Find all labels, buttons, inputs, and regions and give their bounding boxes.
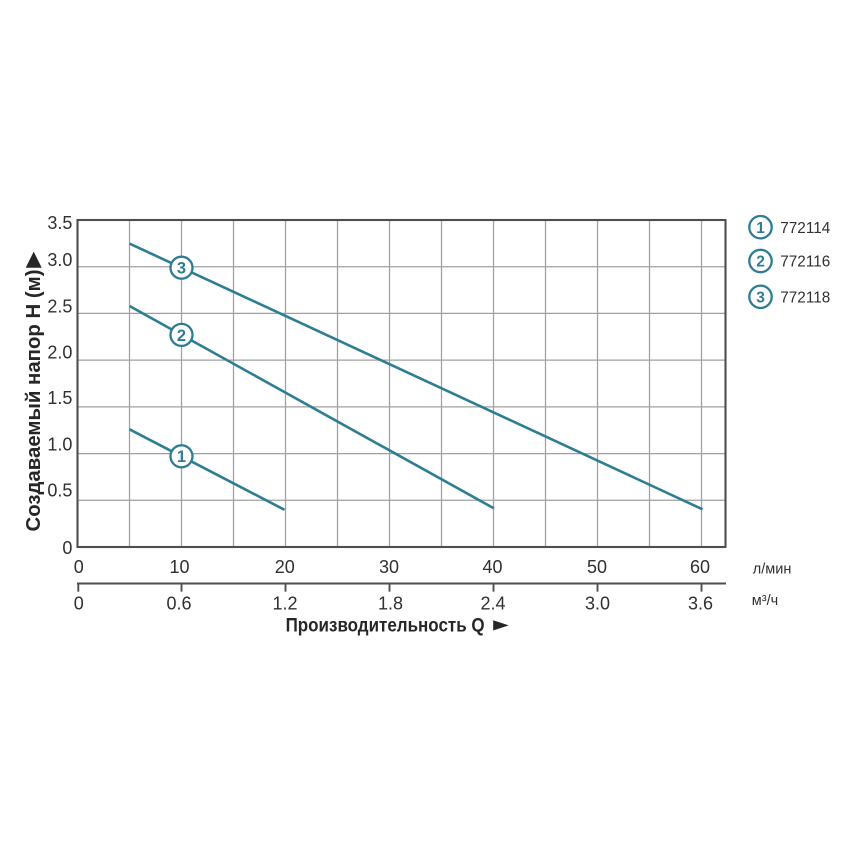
svg-text:1: 1 bbox=[177, 448, 186, 466]
svg-text:3: 3 bbox=[756, 290, 765, 307]
svg-text:Производительность Q: Производительность Q bbox=[286, 615, 485, 637]
svg-text:0.5: 0.5 bbox=[47, 481, 72, 501]
svg-text:40: 40 bbox=[482, 557, 502, 577]
svg-text:0.6: 0.6 bbox=[166, 594, 191, 614]
svg-text:60: 60 bbox=[690, 557, 710, 577]
svg-text:1.2: 1.2 bbox=[272, 594, 297, 614]
svg-text:2.0: 2.0 bbox=[47, 343, 72, 363]
svg-text:1.8: 1.8 bbox=[378, 594, 403, 614]
svg-text:10: 10 bbox=[169, 557, 189, 577]
svg-text:3: 3 bbox=[177, 260, 186, 278]
svg-text:772114: 772114 bbox=[780, 220, 830, 237]
svg-text:Создаваемый напор H (м): Создаваемый напор H (м) bbox=[23, 270, 45, 532]
svg-text:л/мин: л/мин bbox=[753, 562, 792, 578]
svg-text:2: 2 bbox=[756, 254, 765, 271]
svg-text:772118: 772118 bbox=[780, 290, 830, 307]
svg-text:30: 30 bbox=[379, 557, 399, 577]
svg-text:1: 1 bbox=[756, 220, 765, 237]
svg-text:2.5: 2.5 bbox=[47, 297, 72, 317]
svg-text:0: 0 bbox=[74, 557, 84, 577]
svg-text:20: 20 bbox=[275, 557, 295, 577]
svg-text:3.5: 3.5 bbox=[47, 213, 72, 233]
svg-text:50: 50 bbox=[587, 557, 607, 577]
svg-text:м³/ч: м³/ч bbox=[752, 593, 778, 609]
svg-text:2.4: 2.4 bbox=[480, 594, 505, 614]
svg-text:3.0: 3.0 bbox=[585, 594, 610, 614]
svg-text:2: 2 bbox=[177, 327, 186, 345]
svg-text:0: 0 bbox=[74, 594, 84, 614]
svg-text:0: 0 bbox=[62, 538, 72, 558]
svg-text:3.6: 3.6 bbox=[688, 594, 713, 614]
svg-text:1.0: 1.0 bbox=[47, 434, 72, 454]
svg-text:3.0: 3.0 bbox=[47, 250, 72, 270]
svg-text:1.5: 1.5 bbox=[47, 388, 72, 408]
svg-text:772116: 772116 bbox=[780, 254, 830, 271]
